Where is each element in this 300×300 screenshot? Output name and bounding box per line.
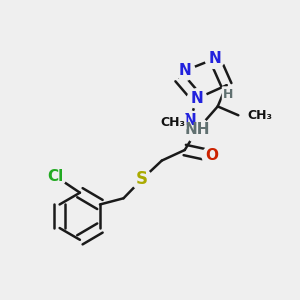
Circle shape bbox=[131, 169, 152, 190]
Circle shape bbox=[180, 111, 200, 130]
Text: N: N bbox=[208, 51, 221, 66]
Circle shape bbox=[205, 49, 224, 68]
Text: N: N bbox=[179, 63, 192, 78]
Text: CH₃: CH₃ bbox=[160, 116, 185, 128]
Text: N: N bbox=[191, 91, 203, 106]
Circle shape bbox=[176, 61, 195, 80]
Circle shape bbox=[202, 146, 221, 166]
Circle shape bbox=[45, 166, 66, 187]
Text: H: H bbox=[223, 88, 233, 100]
Circle shape bbox=[188, 89, 207, 108]
Text: CH₃: CH₃ bbox=[247, 109, 272, 122]
Text: N: N bbox=[183, 113, 196, 128]
Text: O: O bbox=[205, 148, 218, 164]
Text: S: S bbox=[136, 170, 148, 188]
Text: NH: NH bbox=[184, 122, 210, 137]
Circle shape bbox=[185, 118, 209, 142]
Text: Cl: Cl bbox=[48, 169, 64, 184]
